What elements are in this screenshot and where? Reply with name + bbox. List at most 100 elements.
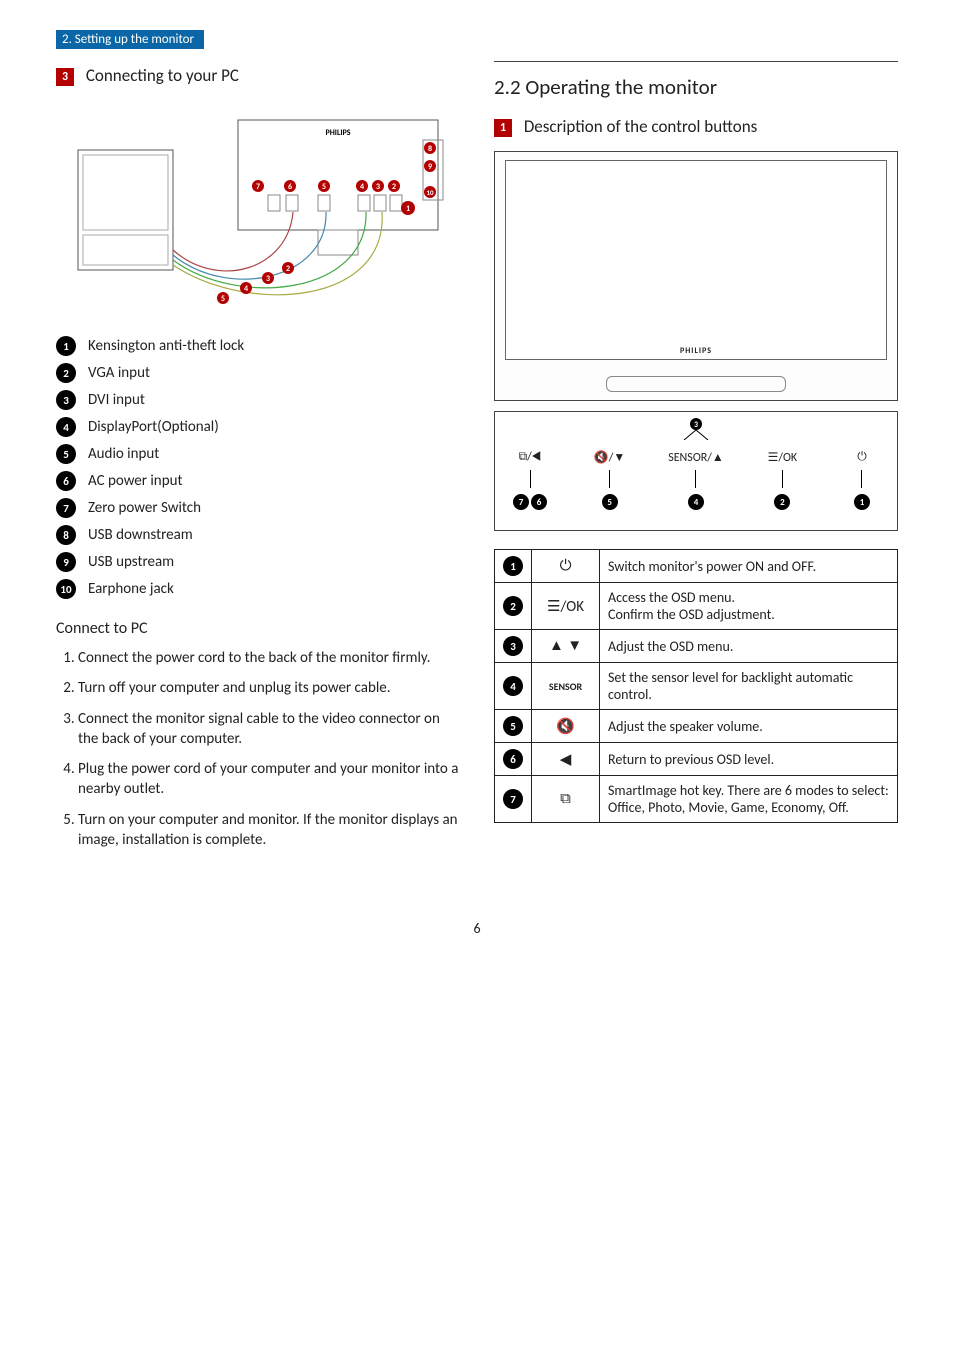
row-icon: ▲ ▼ [532,630,600,663]
table-row: 3▲ ▼Adjust the OSD menu. [495,630,898,663]
legend-text: USB downstream [88,526,193,544]
section-description-heading: 1 Description of the control buttons [494,116,898,137]
page-number: 6 [56,920,898,937]
svg-text:7: 7 [256,182,260,192]
monitor-brand: PHILIPS [680,346,712,356]
monitor-front-figure: PHILIPS [494,151,898,401]
row-description: Switch monitor's power ON and OFF. [600,550,898,583]
legend-number: 4 [56,417,76,437]
row-description: Access the OSD menu. Confirm the OSD adj… [600,583,898,630]
row-number: 6 [503,749,523,769]
row-description: Return to previous OSD level. [600,743,898,776]
legend-text: Kensington anti-theft lock [88,337,244,355]
table-row: 4 SENSORSet the sensor level for backligh… [495,663,898,710]
legend-text: Audio input [88,445,159,463]
legend-item: 3 DVI input [56,390,460,410]
control-symbol: ☰/OK [768,450,798,464]
controls-figure: 3 ⧉/◀76🔇/▼5SENSOR/▲4☰/OK2⏻1 [494,411,898,531]
row-number: 5 [503,716,523,736]
row-number: 2 [503,596,523,616]
row-icon: ◀ [532,743,600,776]
legend-number: 2 [56,363,76,383]
right-column: 2.2 Operating the monitor 1 Description … [494,61,898,860]
row-icon: 🔇 [532,710,600,743]
legend-number: 8 [56,525,76,545]
section-label-3: 3 [56,68,74,86]
legend-item: 6 AC power input [56,471,460,491]
section-title-text: Connecting to your PC [86,65,239,86]
step-item: Connect the power cord to the back of th… [78,648,460,668]
legend-number: 9 [56,552,76,572]
control-item: ⧉/◀ 76 [509,450,551,510]
row-description: Adjust the OSD menu. [600,630,898,663]
svg-text:2: 2 [286,264,290,274]
row-icon: ⧉ [532,776,600,823]
control-symbol: 🔇/▼ [594,450,625,464]
svg-text:5: 5 [221,294,225,304]
section-label-1: 1 [494,119,512,137]
legend-item: 9 USB upstream [56,552,460,572]
svg-text:3: 3 [266,274,270,284]
pc-connection-diagram: PHILIPS 1 2 3 4 5 6 [56,100,460,310]
row-icon: ☰/OK [532,583,600,630]
legend-text: VGA input [88,364,150,382]
control-item: SENSOR/▲ 4 [668,450,724,510]
table-row: 1 ⏻Switch monitor's power ON and OFF. [495,550,898,583]
legend-item: 4 DisplayPort(Optional) [56,417,460,437]
legend-number: 7 [56,498,76,518]
table-row: 7⧉SmartImage hot key. There are 6 modes … [495,776,898,823]
connect-steps: Connect the power cord to the back of th… [78,648,460,850]
svg-text:3: 3 [376,182,380,192]
svg-text:9: 9 [428,162,432,172]
legend-item: 1 Kensington anti-theft lock [56,336,460,356]
control-number: 7 [513,494,529,510]
legend-number: 10 [56,579,76,599]
svg-text:4: 4 [360,182,364,192]
section-connecting-heading: 3 Connecting to your PC [56,65,460,86]
row-number: 4 [503,676,523,696]
table-row: 6 ◀Return to previous OSD level. [495,743,898,776]
table-row: 5🔇Adjust the speaker volume. [495,710,898,743]
step-item: Turn on your computer and monitor. If th… [78,810,460,851]
control-buttons-table: 1 ⏻Switch monitor's power ON and OFF. 2 ☰/O… [494,549,898,823]
control-number: 2 [774,494,790,510]
left-column: 3 Connecting to your PC PHILIPS [56,61,460,860]
control-symbol: ⏻ [857,450,867,464]
svg-text:3: 3 [694,420,698,430]
row-description: SmartImage hot key. There are 6 modes to… [600,776,898,823]
svg-text:10: 10 [426,188,434,197]
svg-text:5: 5 [322,182,326,192]
control-symbol: SENSOR/▲ [668,450,724,464]
svg-text:6: 6 [288,182,292,192]
row-icon: ⏻ [532,550,600,583]
legend-text: DisplayPort(Optional) [88,418,219,436]
svg-text:8: 8 [428,144,432,154]
row-description: Set the sensor level for backlight autom… [600,663,898,710]
legend-number: 1 [56,336,76,356]
legend-text: DVI input [88,391,145,409]
legend-item: 8 USB downstream [56,525,460,545]
connect-to-pc-heading: Connect to PC [56,619,460,638]
control-item: 🔇/▼ 5 [589,450,631,510]
legend-text: AC power input [88,472,182,490]
legend-number: 6 [56,471,76,491]
row-icon: SENSOR [532,663,600,710]
legend-text: USB upstream [88,553,174,571]
diagram-brand: PHILIPS [326,128,351,138]
control-number: 6 [531,494,547,510]
svg-text:2: 2 [392,182,396,192]
legend-item: 7 Zero power Switch [56,498,460,518]
legend-item: 2 VGA input [56,363,460,383]
legend-item: 10Earphone jack [56,579,460,599]
table-row: 2 ☰/OKAccess the OSD menu. Confirm the OS… [495,583,898,630]
legend-text: Zero power Switch [88,499,201,517]
row-number: 1 [503,556,523,576]
control-number: 5 [602,494,618,510]
control-number: 4 [688,494,704,510]
control-symbol: ⧉/◀ [519,450,542,464]
section-2-2-heading: 2.2 Operating the monitor [494,61,898,100]
legend-number: 5 [56,444,76,464]
legend-number: 3 [56,390,76,410]
legend-item: 5 Audio input [56,444,460,464]
step-item: Plug the power cord of your computer and… [78,759,460,800]
